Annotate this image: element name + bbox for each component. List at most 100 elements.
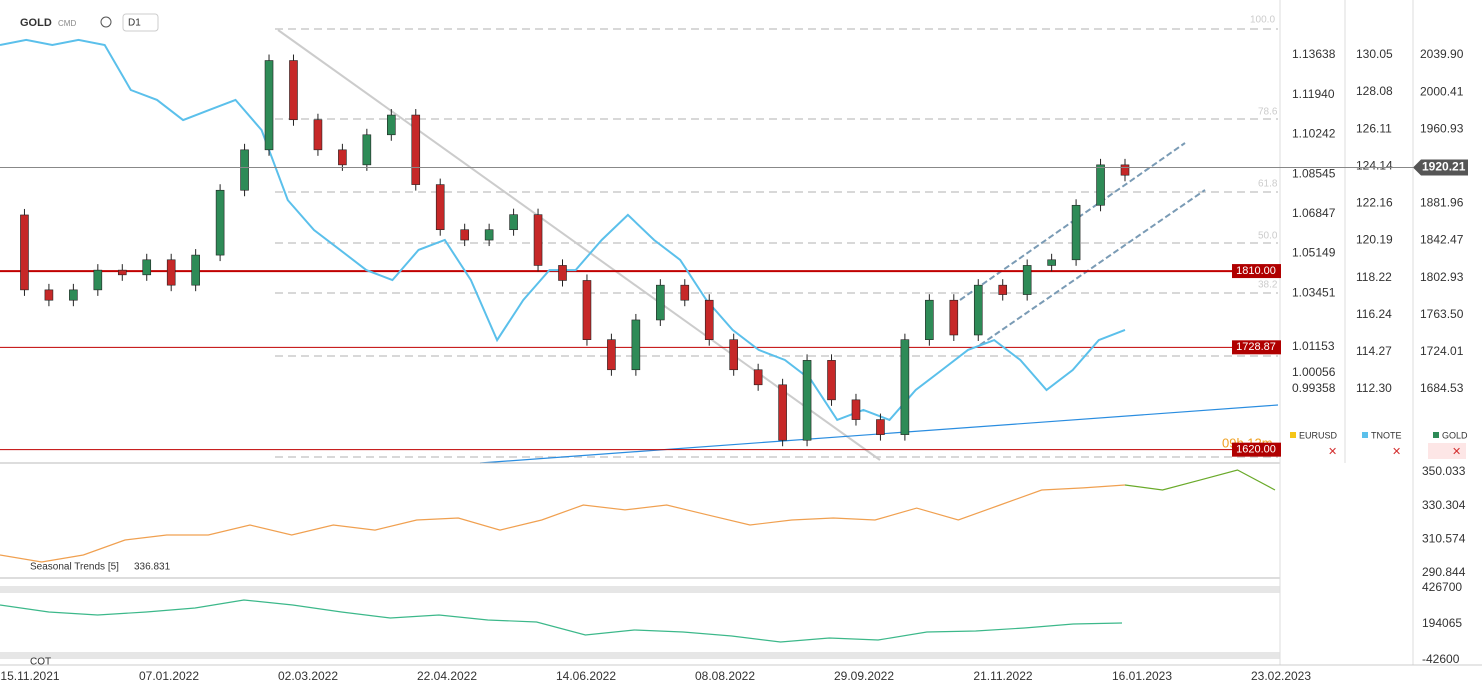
candle bbox=[362, 134, 372, 166]
x-tick-label: 15.11.2021 bbox=[0, 669, 59, 683]
level-label: 1728.87 bbox=[1236, 341, 1276, 353]
level-tag bbox=[1232, 442, 1281, 457]
y-tick-label: 118.22 bbox=[1356, 270, 1392, 284]
y-tick-label: 350.033 bbox=[1422, 464, 1466, 478]
x-tick-label: 02.03.2022 bbox=[278, 669, 338, 683]
y-tick-label: 1.03451 bbox=[1292, 285, 1336, 299]
channel-line bbox=[979, 189, 1206, 346]
candle bbox=[973, 284, 983, 336]
candle bbox=[998, 284, 1008, 295]
candle bbox=[20, 214, 29, 291]
candle bbox=[69, 289, 78, 301]
candle bbox=[166, 259, 176, 286]
candle bbox=[313, 119, 323, 151]
y-tick-label: 130.05 bbox=[1356, 47, 1393, 61]
candle bbox=[753, 369, 763, 386]
candle bbox=[900, 339, 910, 435]
interval[interactable]: D1 bbox=[128, 18, 141, 29]
remove-icon[interactable]: ✕ bbox=[1328, 446, 1337, 458]
remove-button[interactable] bbox=[1428, 443, 1466, 459]
candle bbox=[778, 384, 787, 441]
last-price-tag bbox=[1413, 159, 1468, 176]
fib-label: 100.0 bbox=[1250, 15, 1275, 26]
y-tick-label: 2039.90 bbox=[1420, 47, 1464, 61]
y-tick-label: 124.14 bbox=[1356, 158, 1393, 172]
candle bbox=[484, 229, 494, 241]
candle bbox=[93, 269, 103, 291]
remove-icon[interactable]: ✕ bbox=[1392, 446, 1401, 458]
y-tick-label: 330.304 bbox=[1422, 498, 1466, 512]
legend-label[interactable]: TNOTE bbox=[1371, 430, 1402, 440]
y-tick-label: 1724.01 bbox=[1420, 344, 1464, 358]
y-tick-label: 114.27 bbox=[1356, 344, 1392, 358]
y-tick-label: 1802.93 bbox=[1420, 270, 1464, 284]
y-tick-label: 194065 bbox=[1422, 616, 1462, 630]
y-tick-label: 120.19 bbox=[1356, 233, 1393, 247]
candle bbox=[264, 60, 274, 151]
y-tick-label: 1842.47 bbox=[1420, 233, 1464, 247]
y-tick-label: 126.11 bbox=[1356, 121, 1392, 135]
y-tick-label: 2000.41 bbox=[1420, 84, 1464, 98]
y-tick-label: 1.13638 bbox=[1292, 47, 1336, 61]
candle bbox=[729, 339, 738, 371]
y-tick-label: 310.574 bbox=[1422, 532, 1466, 546]
seasonal-projection bbox=[1124, 469, 1276, 491]
candle bbox=[802, 360, 812, 441]
candle bbox=[1022, 265, 1032, 295]
candle bbox=[509, 214, 518, 231]
remove-icon[interactable]: ✕ bbox=[1452, 446, 1461, 458]
y-tick-label: 1763.50 bbox=[1420, 307, 1464, 321]
fib-label: 38.2 bbox=[1258, 280, 1278, 291]
candle bbox=[191, 254, 200, 286]
y-tick-label: 116.24 bbox=[1356, 307, 1392, 321]
y-tick-label: 1684.53 bbox=[1420, 381, 1464, 395]
candle bbox=[607, 339, 616, 371]
candle bbox=[704, 299, 714, 340]
level-label: 1620.00 bbox=[1236, 444, 1276, 456]
level-label: 1810.00 bbox=[1236, 265, 1276, 277]
y-tick-label: -42600 bbox=[1422, 652, 1460, 666]
x-tick-label: 07.01.2022 bbox=[139, 669, 199, 683]
fib-label: 50.0 bbox=[1258, 231, 1278, 242]
candle bbox=[435, 184, 445, 231]
candle bbox=[949, 299, 959, 336]
panel-label: Seasonal Trends [5] bbox=[30, 562, 119, 573]
x-tick-label: 08.08.2022 bbox=[695, 669, 755, 683]
x-tick-label: 16.01.2023 bbox=[1112, 669, 1172, 683]
y-tick-label: 1.01153 bbox=[1292, 339, 1335, 353]
y-tick-label: 1960.93 bbox=[1420, 121, 1464, 135]
candle bbox=[44, 289, 54, 301]
y-tick-label: 1.10242 bbox=[1292, 127, 1336, 141]
panel-band bbox=[0, 652, 1280, 659]
candle bbox=[1120, 164, 1130, 176]
fib-label: 61.8 bbox=[1258, 179, 1278, 190]
candle bbox=[240, 149, 249, 191]
interval-box[interactable] bbox=[122, 13, 159, 32]
legend-label[interactable]: GOLD bbox=[1442, 430, 1468, 440]
panel-label: COT bbox=[30, 657, 51, 668]
candle bbox=[925, 299, 934, 340]
market: CMD bbox=[58, 19, 76, 28]
candle bbox=[215, 189, 225, 256]
y-tick-label: 0.99358 bbox=[1292, 381, 1336, 395]
level-tag bbox=[1232, 340, 1281, 355]
fib-label: 78.6 bbox=[1258, 107, 1278, 118]
candle bbox=[460, 229, 469, 241]
candle bbox=[827, 360, 836, 401]
candle bbox=[411, 114, 421, 185]
candle bbox=[117, 269, 127, 276]
candle bbox=[582, 280, 592, 340]
x-tick-label: 22.04.2022 bbox=[417, 669, 477, 683]
x-tick-label: 29.09.2022 bbox=[834, 669, 894, 683]
last-price-label: 1920.21 bbox=[1422, 160, 1466, 174]
legend-label[interactable]: EURUSD bbox=[1299, 430, 1338, 440]
y-tick-label: 1881.96 bbox=[1420, 196, 1464, 210]
x-tick-label: 14.06.2022 bbox=[556, 669, 616, 683]
symbol[interactable]: GOLD bbox=[20, 17, 52, 29]
candle bbox=[558, 265, 567, 281]
info-icon[interactable] bbox=[100, 16, 112, 28]
x-tick-label: 21.11.2022 bbox=[973, 669, 1032, 683]
level-tag bbox=[1232, 264, 1281, 279]
fib-labels: 100.0 78.6 61.8 50.0 38.2 bbox=[1250, 15, 1278, 291]
